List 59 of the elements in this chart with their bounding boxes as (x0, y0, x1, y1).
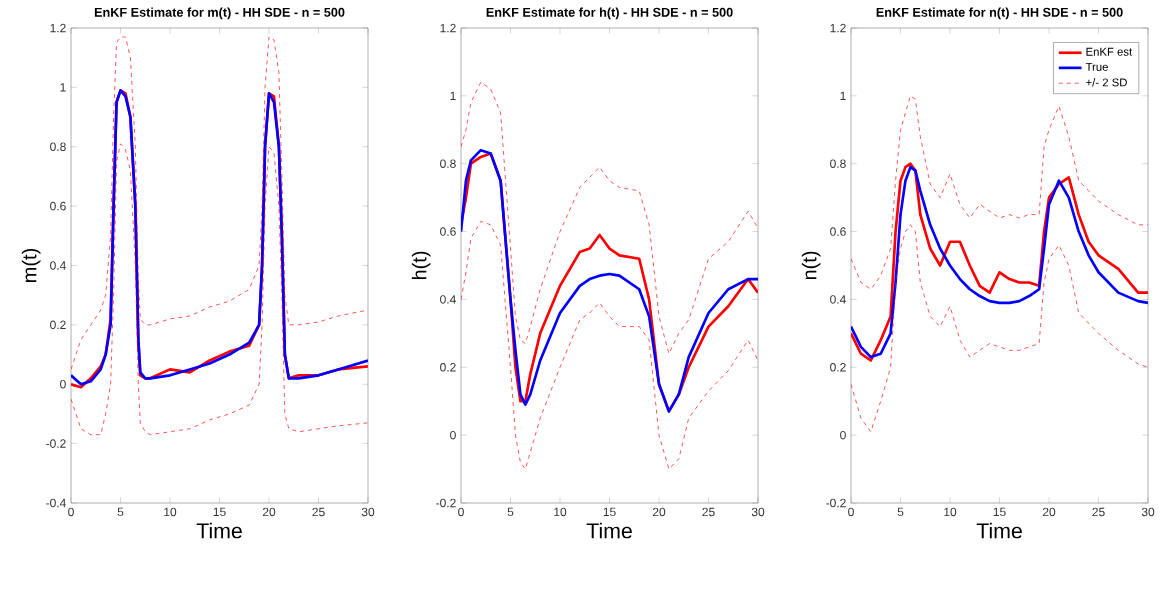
x-tick-label: 0 (68, 507, 74, 517)
y-tick-label: -0.2 (436, 498, 456, 508)
y-tick-label: 0.6 (50, 201, 66, 211)
x-tick-label: 0 (458, 507, 464, 517)
y-tick-label: 1.2 (50, 23, 66, 33)
y-tick-label: 0 (60, 380, 66, 389)
y-axis-title: h(t) (411, 251, 431, 280)
legend-label: EnKF est (1086, 47, 1133, 56)
x-tick-label: 20 (262, 507, 276, 517)
y-tick-label: 0.2 (50, 320, 66, 330)
y-tick-label: 0.8 (440, 159, 456, 168)
x-tick-label: 25 (312, 507, 325, 517)
x-tick-label: 5 (117, 507, 124, 517)
y-tick-label: 0.2 (440, 363, 456, 372)
x-tick-label: 10 (554, 507, 567, 517)
x-tick-label: 30 (361, 507, 375, 517)
x-tick-label: 20 (652, 507, 666, 517)
y-tick-label: 0.4 (50, 261, 66, 270)
y-tick-label: 1 (450, 91, 456, 100)
x-axis-title: Time (586, 522, 632, 539)
x-axis-title: Time (976, 522, 1022, 539)
y-tick-label: -0.4 (46, 498, 66, 508)
y-tick-label: 0.4 (830, 295, 846, 304)
x-tick-label: 5 (507, 507, 514, 517)
y-tick-label: 1 (60, 83, 66, 92)
legend-label: +/- 2 SD (1086, 78, 1127, 87)
y-tick-label: 0.6 (440, 227, 456, 236)
chart-title: EnKF Estimate for h(t) - HH SDE - n = 500 (486, 7, 733, 20)
x-tick-label: 20 (1042, 507, 1056, 517)
x-tick-label: 0 (848, 507, 854, 517)
y-tick-label: 0.8 (50, 142, 66, 151)
y-tick-label: 1.2 (440, 23, 456, 33)
y-tick-label: -0.2 (46, 439, 66, 448)
x-tick-label: 30 (1141, 507, 1155, 517)
y-axis-title: n(t) (801, 251, 821, 280)
y-tick-label: -0.2 (826, 498, 846, 508)
x-axis-title: Time (196, 522, 242, 539)
y-tick-label: 0.6 (830, 227, 846, 236)
y-tick-label: 0.4 (440, 295, 456, 304)
y-tick-label: 0 (840, 430, 846, 440)
x-tick-label: 5 (897, 507, 904, 517)
y-tick-label: 0 (450, 430, 456, 440)
x-tick-label: 10 (164, 507, 177, 517)
y-tick-label: 1.2 (830, 23, 846, 33)
x-tick-label: 25 (702, 507, 715, 517)
y-tick-label: 0.8 (830, 159, 846, 168)
x-tick-label: 25 (1092, 507, 1105, 517)
chart-title: EnKF Estimate for n(t) - HH SDE - n = 500 (876, 7, 1123, 20)
y-tick-label: 0.2 (830, 363, 846, 372)
x-tick-label: 15 (213, 507, 226, 517)
y-axis-title: m(t) (21, 248, 41, 282)
x-tick-label: 30 (751, 507, 765, 517)
y-tick-label: 1 (840, 91, 846, 100)
x-tick-label: 15 (993, 507, 1006, 517)
chart-title: EnKF Estimate for m(t) - HH SDE - n = 500 (94, 7, 345, 20)
x-tick-label: 10 (944, 507, 957, 517)
line-series (461, 221, 759, 470)
legend-label: True (1085, 62, 1108, 71)
x-tick-label: 15 (603, 507, 616, 517)
